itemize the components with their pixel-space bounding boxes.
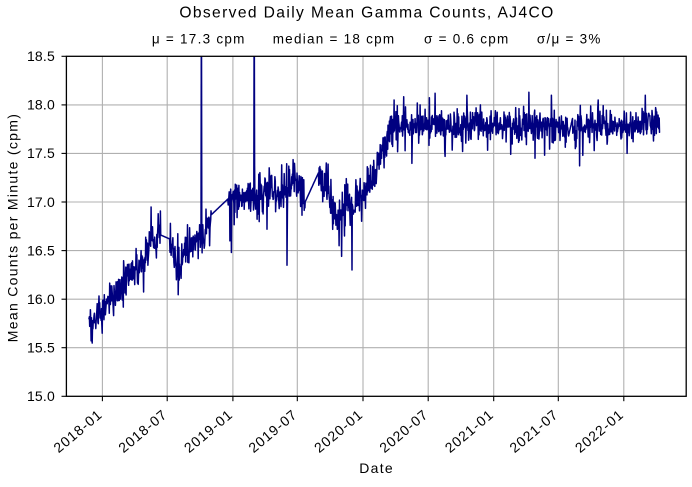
svg-text:Date: Date (359, 460, 394, 476)
svg-text:median = 18 cpm: median = 18 cpm (273, 31, 396, 46)
svg-text:σ/μ = 3%: σ/μ = 3% (537, 31, 602, 46)
svg-text:15.5: 15.5 (27, 340, 55, 356)
svg-text:σ = 0.6 cpm: σ = 0.6 cpm (424, 31, 510, 46)
svg-text:18.5: 18.5 (27, 48, 55, 64)
svg-text:15.0: 15.0 (27, 388, 55, 404)
svg-text:16.0: 16.0 (27, 291, 55, 307)
svg-text:18.0: 18.0 (27, 97, 55, 113)
svg-text:μ = 17.3 cpm: μ = 17.3 cpm (152, 31, 246, 46)
svg-text:Mean Counts per Minute (cpm): Mean Counts per Minute (cpm) (5, 113, 21, 342)
svg-text:17.5: 17.5 (27, 145, 55, 161)
svg-text:16.5: 16.5 (27, 242, 55, 258)
svg-text:17.0: 17.0 (27, 194, 55, 210)
svg-text:Observed Daily Mean Gamma Coun: Observed Daily Mean Gamma Counts, AJ4CO (179, 5, 554, 22)
